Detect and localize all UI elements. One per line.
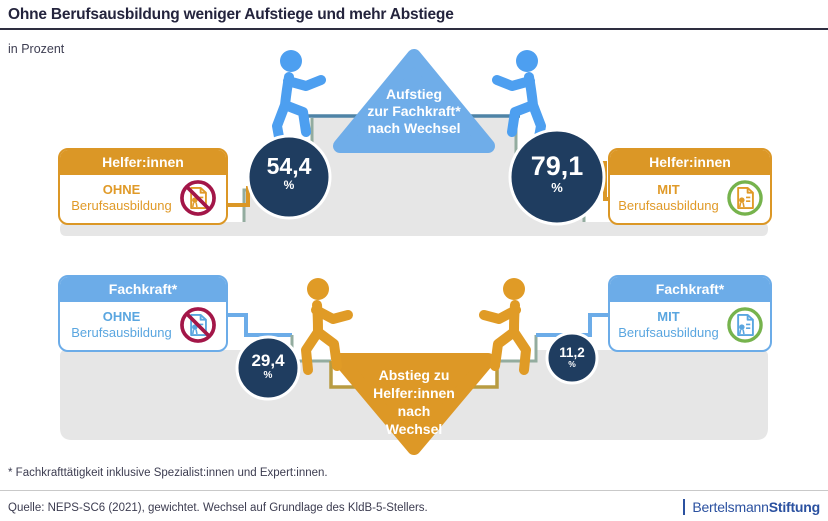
stat-unit: % (568, 359, 576, 369)
descent-triangle (333, 353, 495, 455)
descent-label-line1: Abstieg zu (378, 367, 450, 383)
training-status: OHNE (102, 182, 141, 197)
ascent-label-line2: zur Fachkraft* (367, 103, 461, 119)
footer-divider (0, 490, 828, 491)
descent-triangle-label: Abstieg zu Helfer:innen nach Wechsel (330, 366, 498, 438)
training-label: Berufsausbildung (71, 198, 172, 213)
helper-without-training-box: Helfer:innen OHNE Berufsausbildung (58, 148, 228, 225)
descent-label-line4: Wechsel (385, 421, 443, 437)
stat-number: 79,1 (530, 151, 584, 181)
title-divider (0, 28, 828, 30)
stat-circle-descent-with (545, 331, 599, 385)
box-title: Helfer:innen (60, 150, 226, 175)
logo-text-regular: Bertelsmann (692, 499, 769, 515)
training-status: MIT (657, 309, 680, 324)
certificate-prohibited-icon (179, 180, 216, 216)
stat-number: 54,4 (266, 153, 312, 179)
stat-circle-ascent-without (246, 134, 332, 220)
stat-value-ascent-with: 79,1 % (512, 151, 602, 195)
ascent-label-line3: nach Wechsel (367, 120, 461, 136)
stat-number: 29,4 (251, 351, 285, 370)
training-status: MIT (657, 182, 680, 197)
certificate-icon (727, 307, 763, 343)
ascent-label-line1: Aufstieg (386, 86, 442, 102)
descent-label-line3: nach (397, 403, 431, 419)
descent-stairs-right-sage (497, 335, 538, 363)
unit-label: in Prozent (8, 42, 65, 56)
training-label: Berufsausbildung (618, 198, 719, 213)
bertelsmann-stiftung-logo: Bertelsmann Stiftung (682, 499, 820, 515)
stat-value-descent-with: 11,2 % (537, 345, 607, 369)
logo-text-bold: Stiftung (768, 499, 820, 515)
descent-label-line2: Helfer:innen (373, 385, 455, 401)
stat-unit: % (283, 178, 295, 192)
connector-bottom-left (228, 313, 292, 337)
box-title: Fachkraft* (610, 277, 770, 302)
footnote: * Fachkrafttätigkeit inklusive Spezialis… (8, 467, 328, 479)
stat-value-descent-without: 29,4 % (228, 351, 308, 381)
training-label: Berufsausbildung (71, 325, 172, 340)
logo-divider-bar (682, 499, 686, 515)
training-status: OHNE (102, 309, 141, 324)
fachkraft-with-training-box: Fachkraft* MIT Berufsausbildung (608, 275, 772, 352)
source-line: Quelle: NEPS-SC6 (2021), gewichtet. Wech… (8, 502, 428, 514)
stat-unit: % (263, 370, 273, 381)
box-title: Fachkraft* (60, 277, 226, 302)
stat-value-ascent-without: 54,4 % (244, 153, 334, 192)
stat-circle-ascent-with (508, 128, 606, 226)
ascent-ground (60, 116, 768, 236)
stat-circle-descent-without (235, 335, 301, 401)
certificate-prohibited-icon (179, 307, 216, 343)
helper-with-training-box: Helfer:innen MIT Berufsausbildung (608, 148, 772, 225)
ascent-triangle-label: Aufstieg zur Fachkraft* nach Wechsel (330, 86, 498, 137)
stat-unit: % (551, 180, 563, 195)
box-title: Helfer:innen (610, 150, 770, 175)
page-title: Ohne Berufsausbildung weniger Aufstiege … (8, 6, 454, 23)
stat-number: 11,2 (559, 345, 585, 360)
ascent-triangle (333, 49, 495, 153)
training-label: Berufsausbildung (618, 325, 719, 340)
fachkraft-without-training-box: Fachkraft* OHNE Berufsausbildung (58, 275, 228, 352)
certificate-icon (727, 180, 763, 216)
